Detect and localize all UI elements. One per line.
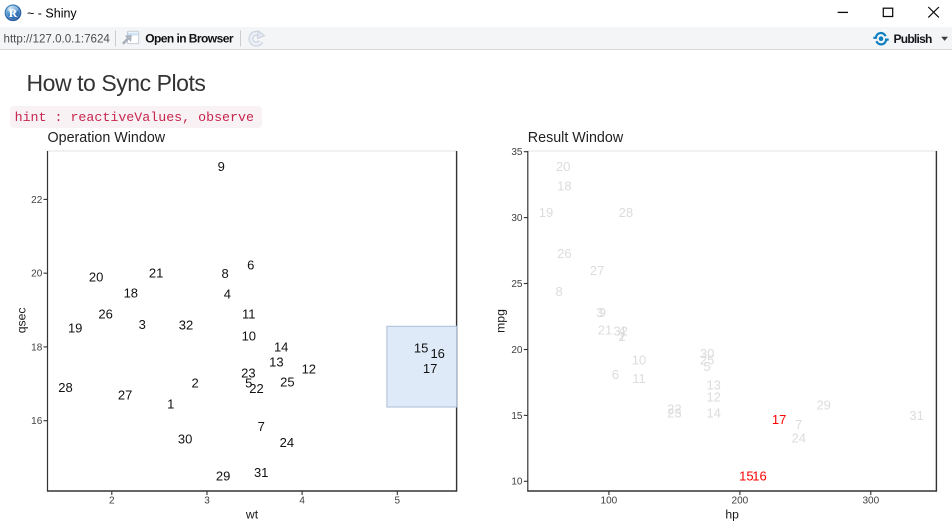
svg-text:30: 30: [178, 432, 192, 447]
svg-text:14: 14: [706, 405, 720, 420]
svg-text:26: 26: [557, 246, 571, 261]
svg-text:27: 27: [118, 388, 132, 403]
svg-text:Operation Window: Operation Window: [48, 130, 166, 146]
svg-text:10: 10: [511, 477, 523, 488]
svg-text:20: 20: [31, 269, 43, 280]
svg-text:15: 15: [739, 469, 753, 484]
svg-text:10: 10: [242, 329, 256, 344]
svg-text:8: 8: [555, 284, 562, 299]
svg-text:28: 28: [58, 380, 72, 395]
svg-text:29: 29: [216, 469, 230, 484]
svg-text:qsec: qsec: [15, 308, 29, 334]
svg-text:22: 22: [31, 195, 43, 206]
svg-text:http://127.0.0.1:7624: http://127.0.0.1:7624: [4, 32, 111, 45]
svg-text:18: 18: [31, 342, 43, 353]
svg-text:29: 29: [816, 397, 830, 412]
svg-text:16: 16: [752, 469, 766, 484]
svg-text:Open in Browser: Open in Browser: [145, 32, 234, 46]
svg-text:R: R: [9, 8, 18, 20]
svg-text:~ - Shiny: ~ - Shiny: [27, 6, 77, 20]
svg-text:28: 28: [619, 205, 633, 220]
svg-text:7: 7: [795, 417, 802, 432]
svg-text:4: 4: [224, 286, 231, 301]
svg-text:19: 19: [539, 205, 553, 220]
svg-text:32: 32: [179, 317, 193, 332]
svg-text:24: 24: [792, 430, 806, 445]
svg-text:30: 30: [700, 346, 714, 361]
svg-text:32: 32: [613, 324, 627, 339]
svg-text:Publish: Publish: [894, 32, 933, 46]
svg-text:25: 25: [280, 375, 294, 390]
svg-text:9: 9: [218, 159, 225, 174]
svg-text:5: 5: [703, 359, 710, 374]
svg-text:5: 5: [245, 376, 252, 391]
svg-text:20: 20: [556, 159, 570, 174]
svg-text:25: 25: [700, 353, 714, 368]
svg-text:22: 22: [249, 381, 263, 396]
svg-text:21: 21: [149, 265, 163, 280]
svg-text:Result Window: Result Window: [528, 130, 624, 146]
svg-text:35: 35: [511, 147, 523, 158]
svg-text:25: 25: [511, 279, 523, 290]
svg-text:4: 4: [299, 496, 305, 507]
svg-text:3: 3: [204, 496, 210, 507]
svg-text:11: 11: [632, 371, 646, 386]
svg-text:1: 1: [618, 329, 625, 344]
svg-text:26: 26: [98, 306, 112, 321]
svg-text:11: 11: [242, 306, 256, 321]
svg-text:17: 17: [423, 361, 437, 376]
svg-text:22: 22: [667, 401, 681, 416]
svg-text:19: 19: [68, 320, 82, 335]
svg-text:23: 23: [667, 405, 681, 420]
svg-text:18: 18: [124, 285, 138, 300]
svg-text:2: 2: [191, 376, 198, 391]
svg-text:31: 31: [254, 465, 268, 480]
svg-text:6: 6: [247, 258, 254, 273]
svg-text:16: 16: [430, 346, 444, 361]
svg-text:1: 1: [167, 396, 174, 411]
svg-text:20: 20: [511, 345, 523, 356]
svg-text:3: 3: [139, 317, 146, 332]
svg-text:23: 23: [241, 365, 255, 380]
svg-text:20: 20: [89, 270, 103, 285]
svg-text:200: 200: [732, 496, 749, 507]
svg-text:13: 13: [706, 378, 720, 393]
svg-text:21: 21: [598, 322, 612, 337]
svg-text:2: 2: [618, 329, 625, 344]
svg-text:300: 300: [862, 496, 879, 507]
svg-text:18: 18: [557, 179, 571, 194]
svg-text:9: 9: [599, 305, 606, 320]
svg-text:24: 24: [280, 435, 294, 450]
svg-text:15: 15: [414, 340, 428, 355]
svg-text:27: 27: [590, 263, 604, 278]
svg-text:12: 12: [302, 362, 316, 377]
svg-text:8: 8: [221, 266, 228, 281]
svg-text:100: 100: [601, 496, 618, 507]
svg-text:wt: wt: [245, 508, 259, 522]
svg-text:14: 14: [274, 340, 288, 355]
svg-text:6: 6: [612, 367, 619, 382]
svg-text:30: 30: [511, 213, 523, 224]
svg-text:4: 4: [618, 324, 625, 339]
svg-text:10: 10: [632, 353, 646, 368]
svg-text:mpg: mpg: [494, 309, 508, 333]
svg-text:31: 31: [909, 408, 923, 423]
svg-text:12: 12: [706, 390, 720, 405]
svg-text:17: 17: [772, 412, 786, 427]
svg-text:3: 3: [596, 305, 603, 320]
svg-text:2: 2: [109, 496, 115, 507]
svg-text:16: 16: [31, 416, 43, 427]
svg-text:7: 7: [258, 419, 265, 434]
svg-text:13: 13: [269, 354, 283, 369]
svg-text:15: 15: [511, 411, 523, 422]
svg-text:hp: hp: [725, 508, 739, 522]
svg-text:5: 5: [395, 496, 401, 507]
